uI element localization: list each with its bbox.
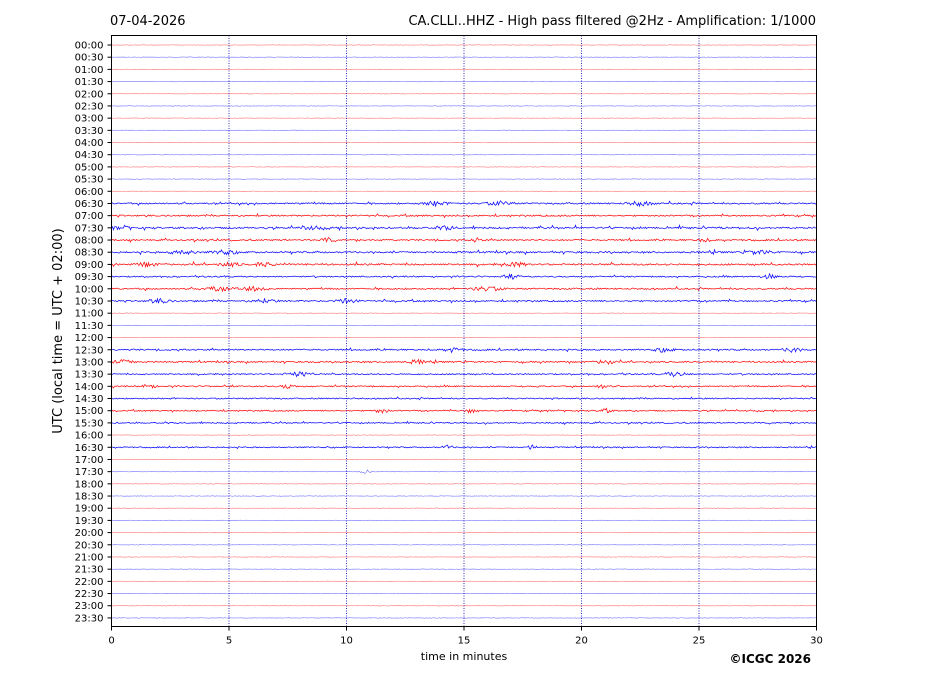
y-tick-label: 22:00 [75,577,104,588]
y-tick-label: 17:00 [75,455,104,466]
y-tick-label: 21:30 [75,565,104,576]
y-tick-label: 02:00 [75,89,104,100]
x-tick-label: 15 [458,636,471,647]
y-tick-label: 03:00 [75,114,104,125]
y-tick-label: 09:30 [75,272,104,283]
y-tick-label: 15:30 [75,418,104,429]
y-tick-label: 00:30 [75,53,104,64]
y-tick-label: 13:30 [75,370,104,381]
y-tick-label: 17:30 [75,467,104,478]
y-tick-label: 19:00 [75,504,104,515]
x-tick-label: 20 [575,636,588,647]
copyright-label: ©ICGC 2026 [729,652,811,666]
trace-0800 [111,236,817,244]
trace-0030 [111,56,817,58]
x-axis-label: time in minutes [421,650,508,663]
trace-1600 [111,434,817,436]
date-label: 07-04-2026 [110,14,186,29]
y-tick-label: 11:00 [75,309,104,320]
x-tick-label: 5 [226,636,232,647]
trace-1530 [111,420,817,426]
trace-0330 [111,129,817,131]
trace-1200 [111,336,817,339]
trace-2030 [111,544,817,546]
y-tick-label: 23:00 [75,601,104,612]
trace-0530 [111,178,817,180]
y-tick-label: 07:00 [75,211,104,222]
x-tick-label: 25 [693,636,706,647]
trace-1230 [111,347,817,354]
chart-title: CA.CLLI..HHZ - High pass filtered @2Hz -… [408,14,816,29]
y-tick-label: 01:30 [75,77,104,88]
y-tick-label: 18:00 [75,479,104,490]
y-tick-label: 03:30 [75,126,104,137]
y-tick-label: 10:00 [75,284,104,295]
y-tick-label: 06:30 [75,199,104,210]
y-tick-label: 10:30 [75,296,104,307]
trace-1000 [111,285,817,293]
trace-0900 [111,260,817,269]
y-tick-label: 12:00 [75,333,104,344]
y-tick-label: 19:30 [75,516,104,527]
y-tick-label: 16:30 [75,443,104,454]
y-tick-label: 20:30 [75,540,104,551]
vertical-grid [228,35,700,627]
trace-0130 [111,80,817,83]
y-tick-label: 06:00 [75,187,104,198]
y-tick-label: 05:00 [75,162,104,173]
y-tick-label: 16:00 [75,431,104,442]
y-tick-label: 05:30 [75,175,104,186]
y-tick-label: 20:00 [75,528,104,539]
y-tick-label: 22:30 [75,589,104,600]
trace-2330 [111,617,817,619]
trace-1400 [111,384,817,390]
y-tick-label: 01:00 [75,65,104,76]
trace-0100 [111,68,817,70]
trace-1300 [111,358,817,366]
trace-1130 [111,324,817,326]
trace-1700 [111,458,817,461]
trace-1630 [111,444,817,450]
y-tick-label: 12:30 [75,345,104,356]
trace-0430 [111,154,817,156]
trace-1930 [111,519,817,521]
y-tick-label: 09:00 [75,260,104,271]
y-tick-label: 00:00 [75,41,104,52]
trace-0400 [111,141,817,144]
trace-0930 [111,272,817,280]
y-tick-label: 14:30 [75,394,104,405]
y-axis-label: UTC (local time = UTC + 02:00) [51,228,66,433]
y-tick-label: 08:00 [75,236,104,247]
trace-1330 [111,371,817,378]
x-tick-label: 0 [108,636,114,647]
trace-2130 [111,568,817,570]
y-tick-label: 23:30 [75,613,104,624]
y-tick-label: 04:00 [75,138,104,149]
trace-2100 [111,556,817,558]
y-tick-label: 13:00 [75,357,104,368]
y-tick-label: 21:00 [75,552,104,563]
x-tick-label: 10 [340,636,353,647]
trace-1730 [111,469,817,474]
y-tick-label: 11:30 [75,321,104,332]
trace-2000 [111,532,817,534]
y-tick-label: 07:30 [75,223,104,234]
y-tick-label: 18:30 [75,492,104,503]
y-tick-label: 15:00 [75,406,104,417]
trace-0000 [111,44,817,46]
y-tick-label: 04:30 [75,150,104,161]
y-tick-label: 02:30 [75,101,104,112]
x-tick-label: 30 [810,636,823,647]
y-tick-label: 08:30 [75,248,104,259]
y-tick-label: 14:00 [75,382,104,393]
trace-0500 [111,166,817,168]
x-axis: 0 5 10 15 20 25 30 [108,626,823,647]
trace-0830 [111,248,817,256]
